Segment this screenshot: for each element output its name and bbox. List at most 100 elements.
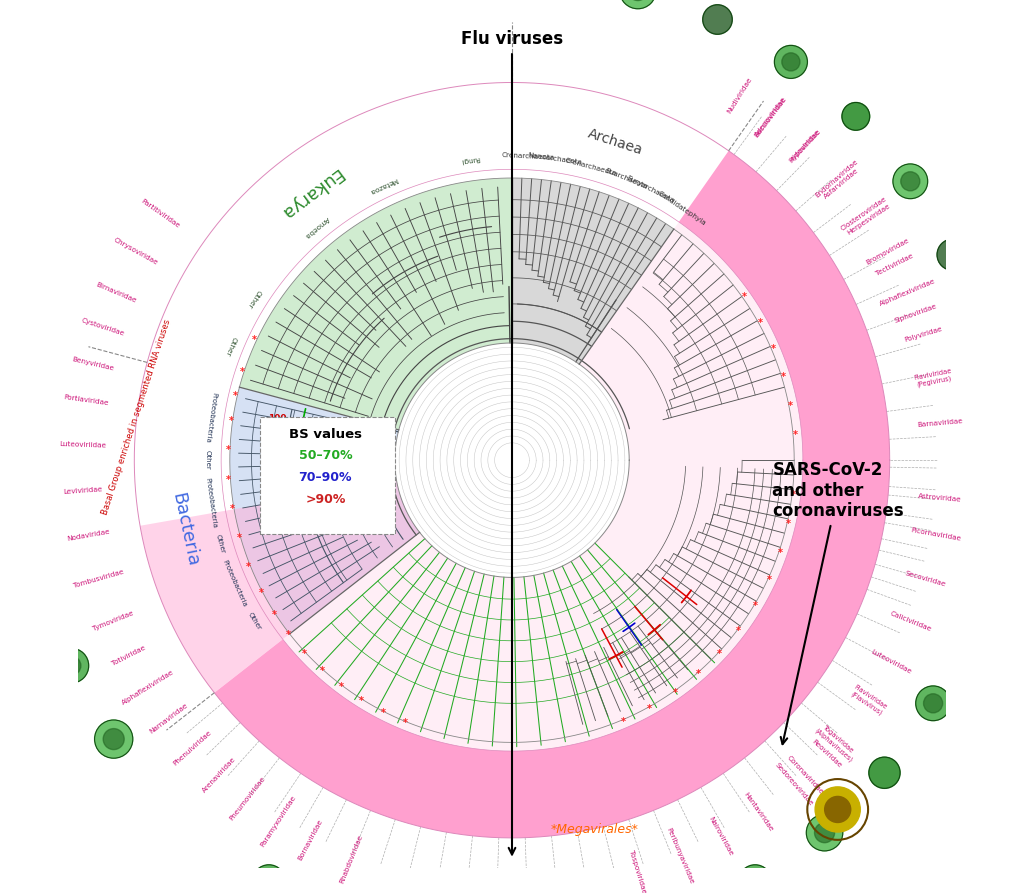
Text: *: * — [381, 708, 386, 718]
Text: Bacteria: Bacteria — [168, 491, 202, 568]
Text: *: * — [695, 670, 700, 680]
Text: Tymoviridae: Tymoviridae — [92, 610, 135, 632]
Text: Reoviridae: Reoviridae — [810, 739, 843, 769]
Text: Adenoviridae: Adenoviridae — [754, 96, 787, 138]
Text: *: * — [339, 682, 344, 692]
Text: Proteobacteria: Proteobacteria — [221, 559, 248, 608]
Wedge shape — [214, 151, 890, 838]
Text: Astroviridae: Astroviridae — [919, 493, 963, 503]
Text: *: * — [403, 719, 409, 729]
Text: *: * — [778, 547, 783, 557]
Text: Endornaviridae: Endornaviridae — [814, 158, 859, 198]
Text: Phenuiviridae: Phenuiviridae — [172, 729, 213, 766]
Text: Nodaviridae: Nodaviridae — [67, 528, 111, 541]
Text: Candidatephyla: Candidatephyla — [656, 190, 708, 227]
Circle shape — [915, 686, 950, 721]
Text: Alphaflexiviridae: Alphaflexiviridae — [120, 670, 175, 706]
Text: Bromoviridae: Bromoviridae — [865, 238, 910, 266]
Text: *: * — [767, 575, 772, 585]
Text: Other: Other — [247, 612, 262, 631]
Text: *: * — [742, 292, 748, 303]
Text: Togaviridae
(Alphaviruses): Togaviridae (Alphaviruses) — [814, 722, 859, 763]
Text: Iridoviridae: Iridoviridae — [790, 129, 821, 163]
Circle shape — [9, 484, 46, 521]
Text: *: * — [240, 367, 245, 378]
Text: *: * — [717, 649, 722, 659]
Text: Luteoviridae: Luteoviridae — [870, 648, 912, 675]
Circle shape — [33, 325, 51, 344]
Circle shape — [971, 324, 992, 345]
Text: Euarchaeota: Euarchaeota — [603, 167, 648, 189]
Text: *Megavirales*: *Megavirales* — [551, 822, 638, 836]
Text: Archaea: Archaea — [586, 127, 645, 158]
Text: Paramyxoviridae: Paramyxoviridae — [259, 794, 297, 847]
Circle shape — [842, 103, 869, 130]
Text: *: * — [319, 666, 325, 676]
Circle shape — [27, 571, 58, 602]
Text: Portiaviridae: Portiaviridae — [63, 394, 110, 406]
Text: Crenarchaeota: Crenarchaeota — [564, 157, 617, 177]
Circle shape — [824, 797, 851, 822]
Wedge shape — [512, 178, 674, 364]
Text: 76: 76 — [294, 474, 306, 483]
Text: Nanoarchaeota: Nanoarchaeota — [526, 153, 582, 166]
Text: Tospoviridae: Tospoviridae — [628, 849, 647, 893]
Circle shape — [972, 525, 1010, 563]
Text: Tectiviridae: Tectiviridae — [876, 253, 914, 277]
Text: *: * — [621, 716, 626, 727]
Text: Secoviridae: Secoviridae — [904, 570, 946, 588]
Text: BS values: BS values — [289, 428, 361, 440]
Circle shape — [61, 656, 81, 675]
Circle shape — [959, 617, 978, 636]
Text: Luteoviriidae: Luteoviriidae — [58, 441, 106, 449]
Circle shape — [806, 814, 843, 851]
Text: Euryarchaeota: Euryarchaeota — [625, 175, 675, 204]
Text: *: * — [302, 649, 307, 659]
Text: Crenarchaeota: Crenarchaeota — [501, 153, 555, 161]
Text: Totiviridae: Totiviridae — [112, 644, 147, 666]
Text: Tombusviridae: Tombusviridae — [73, 569, 125, 588]
Circle shape — [774, 46, 807, 79]
Text: Other: Other — [205, 450, 211, 470]
Text: Sedoreoviridae: Sedoreoviridae — [774, 762, 814, 807]
Text: SARS-CoV-2
and other
coronaviruses: SARS-CoV-2 and other coronaviruses — [772, 461, 904, 744]
Text: *: * — [788, 401, 794, 411]
Text: Amoeba: Amoeba — [303, 215, 330, 239]
Text: Picornaviridae: Picornaviridae — [909, 528, 961, 542]
Text: Proteobacteria: Proteobacteria — [205, 477, 217, 528]
Circle shape — [252, 864, 286, 893]
Circle shape — [815, 787, 860, 832]
Circle shape — [54, 648, 89, 683]
Text: *: * — [793, 430, 798, 440]
Text: Herpesviridae: Herpesviridae — [846, 204, 891, 237]
Text: *: * — [229, 505, 234, 514]
Text: Metazoa: Metazoa — [369, 176, 398, 194]
Text: Bornaviridae: Bornaviridae — [297, 818, 324, 862]
Text: 70–90%: 70–90% — [299, 472, 352, 484]
Text: *: * — [252, 335, 257, 346]
Text: Narnaviridae: Narnaviridae — [148, 703, 189, 735]
Text: *: * — [753, 601, 758, 612]
Circle shape — [980, 534, 1001, 555]
Text: *: * — [286, 630, 291, 640]
Text: >90%: >90% — [305, 493, 345, 505]
Text: Hypoviridae: Hypoviridae — [788, 128, 822, 163]
Text: *: * — [237, 533, 242, 544]
Text: Eukarya: Eukarya — [276, 164, 345, 222]
Circle shape — [901, 171, 920, 191]
Text: Benyviridae: Benyviridae — [72, 355, 115, 371]
Text: *: * — [673, 688, 677, 697]
Text: *: * — [226, 475, 231, 485]
Text: Peribunyaviridae: Peribunyaviridae — [666, 827, 694, 885]
Circle shape — [781, 53, 800, 71]
Circle shape — [26, 318, 58, 351]
Text: Arenaviridae: Arenaviridae — [201, 755, 237, 793]
Text: *: * — [736, 626, 741, 636]
Text: Birnaviridae: Birnaviridae — [95, 281, 137, 304]
Wedge shape — [140, 480, 420, 693]
Text: *: * — [647, 704, 652, 714]
Text: Polyviridae: Polyviridae — [903, 326, 943, 343]
Wedge shape — [240, 178, 512, 430]
Text: Closteroviridae: Closteroviridae — [840, 196, 888, 232]
Text: 50–70%: 50–70% — [299, 449, 352, 463]
